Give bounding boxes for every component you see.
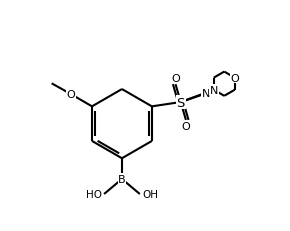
Text: OH: OH [142,189,158,199]
Text: O: O [67,90,76,100]
Text: O: O [171,73,180,83]
Text: S: S [177,96,185,109]
Text: HO: HO [86,189,102,199]
Text: B: B [118,174,126,184]
Text: O: O [182,122,190,132]
Text: N: N [210,85,218,95]
Text: O: O [230,73,239,83]
Text: N: N [202,89,210,99]
